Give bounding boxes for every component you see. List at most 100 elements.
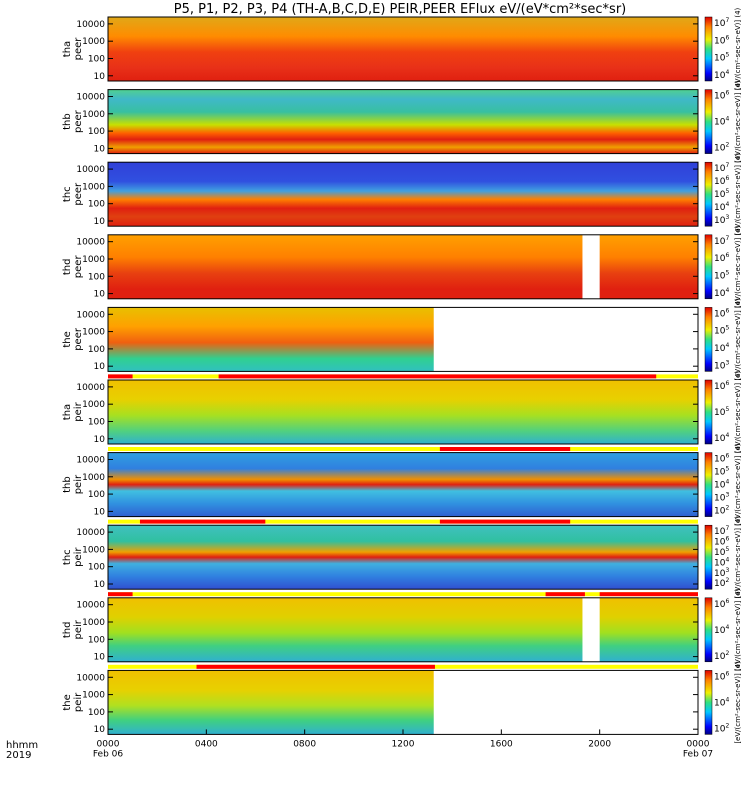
colorbar-tick-base: 10	[714, 237, 726, 247]
y-tick-label: 10	[94, 653, 106, 663]
colorbar-tick-exponent: 5	[725, 52, 729, 59]
colorbar-tick-label: 102	[714, 722, 729, 734]
colorbar-tick-base: 10	[714, 71, 726, 81]
colorbar	[704, 16, 713, 82]
colorbar-unit-label: [eV/(cm²-sec-sr-eV)] (4)	[734, 516, 742, 599]
colorbar-tick-exponent: 4	[725, 624, 729, 631]
y-tick-label: 10	[94, 217, 106, 227]
status-bar	[108, 519, 698, 524]
colorbar-tick-exponent: 5	[725, 188, 729, 195]
colorbar-tick-exponent: 4	[725, 201, 729, 208]
panel-probe-label: tha	[62, 404, 73, 420]
panel-frame	[107, 524, 699, 590]
colorbar-tick-label: 106	[714, 252, 729, 264]
time-axis: hhmm 2019 0000 0400 0800 1200 1600 2000 0000Fe…	[6, 729, 713, 761]
colorbar-unit-label: [eV/(cm²-sec-sr-eV)] (4)	[734, 370, 742, 453]
panel-probe-label: thc	[62, 186, 73, 202]
colorbar-tick-label: 106	[714, 307, 729, 319]
colorbar-tick-base: 10	[714, 216, 726, 226]
colorbar-tick-label: 102	[714, 577, 729, 589]
colorbar-tick-base: 10	[714, 327, 726, 337]
y-tick-label: 10000	[76, 383, 105, 393]
y-tick-label: 10	[94, 144, 106, 154]
colorbar-unit-label: [eV/(cm²-sec-sr-eV)] (4)	[734, 588, 742, 671]
colorbar-tick-exponent: 4	[725, 287, 729, 294]
spectrogram-image	[108, 234, 698, 299]
y-tick-label: 1000	[82, 37, 105, 47]
status-bar-segment	[545, 592, 585, 597]
colorbar-tick-base: 10	[714, 190, 726, 200]
colorbar-tick-label: 104	[714, 201, 729, 213]
colorbar-tick-label: 106	[714, 670, 729, 682]
colorbar-tick-exponent: 5	[725, 325, 729, 332]
colorbar-tick-label: 104	[714, 287, 729, 299]
colorbar-tick-base: 10	[714, 309, 726, 319]
status-bar-segment	[439, 447, 571, 451]
status-bar-segment	[439, 519, 571, 524]
y-tick-label: 10000	[76, 20, 105, 30]
colorbar	[704, 597, 713, 663]
y-tick-label: 1000	[82, 182, 105, 192]
y-tick-label: 100	[88, 708, 105, 718]
colorbar-tick-base: 10	[714, 455, 726, 465]
y-tick-label: 100	[88, 127, 105, 137]
colorbar-tick-base: 10	[714, 538, 726, 548]
spectrogram-image	[108, 162, 698, 227]
status-bar-segment	[218, 374, 657, 379]
panel-instrument-label: peer	[73, 182, 84, 206]
colorbar-tick-base: 10	[714, 569, 726, 579]
panel-frame	[107, 379, 699, 445]
colorbar-tick-label: 104	[714, 342, 729, 354]
spectrogram-image	[108, 452, 698, 517]
colorbar-tick-exponent: 4	[725, 116, 729, 123]
y-tick-label: 100	[88, 54, 105, 64]
colorbar-tick-exponent: 6	[725, 307, 729, 314]
colorbar-tick-exponent: 5	[725, 269, 729, 276]
data-gap	[582, 234, 600, 299]
status-bar	[108, 447, 698, 451]
colorbar-unit-label: [eV/(cm²-sec-sr-eV)] (4)	[734, 7, 742, 90]
colorbar-tick-label: 107	[714, 17, 729, 29]
y-tick-label: 1000	[82, 473, 105, 483]
colorbar-unit-label: [eV/(cm²-sec-sr-eV)] (4)	[734, 153, 742, 236]
colorbar-tick-label: 106	[714, 90, 729, 102]
colorbar-tick-base: 10	[714, 652, 726, 662]
status-bar	[108, 592, 698, 597]
panel-instrument-label: peir	[73, 401, 84, 421]
y-tick-label: 100	[88, 345, 105, 355]
colorbar-tick-base: 10	[714, 481, 726, 491]
colorbar-tick-base: 10	[714, 626, 726, 636]
spectrogram-image	[108, 89, 698, 154]
x-tick-label: 0000	[97, 739, 120, 749]
time-axis-label-year: 2019	[6, 750, 31, 761]
colorbar-tick-base: 10	[714, 54, 726, 64]
colorbar-tick-exponent: 6	[725, 380, 729, 387]
colorbar-tick-exponent: 6	[725, 536, 729, 543]
time-axis-label-hhmm: hhmm	[6, 740, 38, 751]
colorbar-tick-base: 10	[714, 144, 726, 154]
panel-probe-label: thb	[62, 113, 73, 130]
colorbar-tick-exponent: 3	[725, 567, 729, 574]
panel-instrument-label: peir	[73, 619, 84, 639]
y-tick-label: 100	[88, 417, 105, 427]
colorbar-tick-label: 104	[714, 116, 729, 128]
colorbar-tick-base: 10	[714, 289, 726, 299]
colorbar	[704, 234, 713, 300]
colorbar-tick-exponent: 6	[725, 175, 729, 182]
colorbar-tick-label: 105	[714, 546, 729, 558]
y-tick-label: 10	[94, 290, 106, 300]
colorbar-tick-exponent: 7	[725, 525, 729, 532]
y-tick-label: 10000	[76, 310, 105, 320]
colorbar-tick-exponent: 2	[725, 142, 729, 149]
colorbar-tick-exponent: 2	[725, 505, 729, 512]
panel-probe-label: thb	[62, 476, 73, 493]
colorbar-unit-label: [eV/(cm²-sec-sr-eV)] (4)	[734, 298, 742, 381]
colorbar-tick-label: 106	[714, 34, 729, 46]
panel-frame	[107, 597, 699, 663]
panel-probe-label: thc	[62, 549, 73, 565]
colorbar-tick-base: 10	[714, 558, 726, 568]
